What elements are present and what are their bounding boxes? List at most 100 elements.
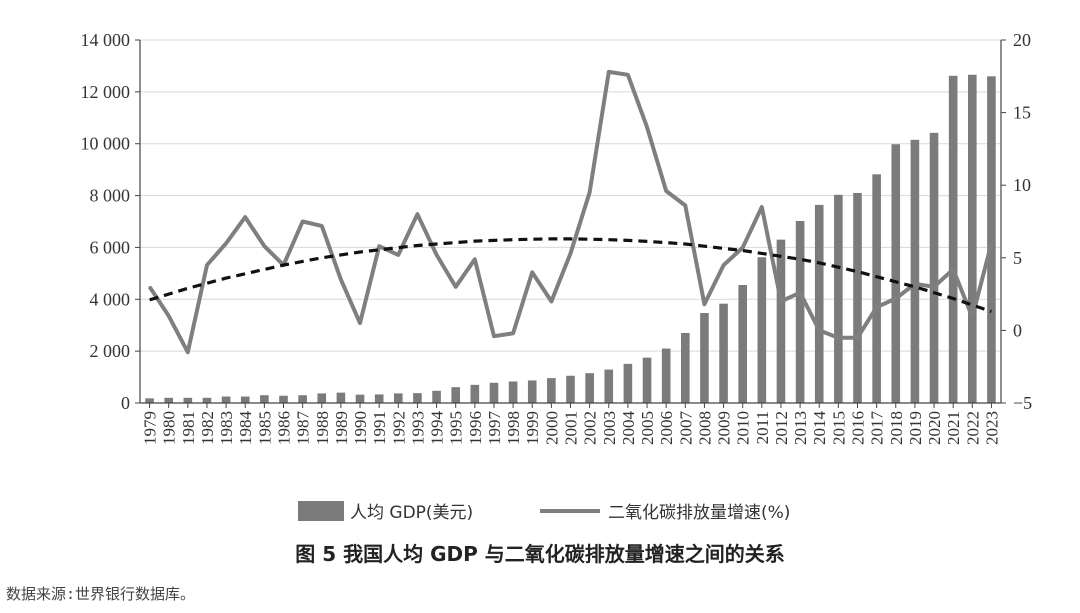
x-axis-ticks: 1979 1980 1981 1982 1983 1984 1985 1986 1987 1988… <box>141 403 1001 446</box>
x-tick-label: 2011 <box>753 411 772 444</box>
x-tick-label: 1985 <box>255 411 274 445</box>
x-tick-label: 2002 <box>581 411 600 445</box>
co2-growth-point <box>933 286 935 288</box>
x-tick-label: 1987 <box>294 411 313 446</box>
co2-growth-point <box>359 322 361 324</box>
co2-growth-point <box>952 268 954 271</box>
gdp-bar <box>298 395 307 403</box>
x-tick-label: 1992 <box>389 411 408 445</box>
gdp-bar <box>527 380 537 403</box>
gdp-bar <box>776 239 786 403</box>
co2-growth-point <box>263 245 266 247</box>
right-tick-label: 5 <box>1013 248 1022 268</box>
gdp-bar <box>642 357 652 403</box>
x-tick-label: 2010 <box>734 411 753 445</box>
gdp-bars <box>145 74 996 404</box>
co2-growth-point <box>741 246 744 249</box>
co2-growth-point <box>837 336 840 339</box>
x-tick-label: 2003 <box>600 411 619 445</box>
x-tick-label: 1982 <box>198 411 217 445</box>
gdp-bar <box>547 378 556 403</box>
gdp-bar <box>260 395 269 403</box>
x-tick-label: 1989 <box>332 411 351 445</box>
right-tick-label: 20 <box>1013 30 1031 50</box>
x-tick-label: 1998 <box>504 411 523 445</box>
co2-growth-point <box>990 242 993 245</box>
x-tick-label: 1981 <box>179 411 198 445</box>
legend-label-co2: 二氧化碳排放量增速(%) <box>608 503 790 523</box>
left-tick-label: 12 000 <box>81 82 131 102</box>
co2-growth-point <box>301 220 304 223</box>
x-tick-label: 1999 <box>523 411 542 445</box>
gridlines <box>140 39 1001 352</box>
x-tick-label: 2023 <box>982 411 1001 445</box>
x-tick-label: 2020 <box>925 411 944 445</box>
co2-growth-point <box>378 245 380 247</box>
x-tick-label: 1980 <box>160 411 179 445</box>
co2-growth-point <box>646 126 648 128</box>
gdp-bar <box>814 204 824 403</box>
x-tick-label: 1986 <box>275 411 294 445</box>
gdp-bar <box>508 381 518 403</box>
x-tick-label: 2014 <box>810 411 829 446</box>
x-tick-label: 1984 <box>236 411 255 446</box>
co2-growth-point <box>569 252 572 255</box>
x-tick-label: 2004 <box>619 411 638 446</box>
co2-growth-point <box>187 351 189 353</box>
x-tick-label: 1997 <box>485 411 504 446</box>
right-tick-label: 0 <box>1013 320 1022 340</box>
legend-swatch-gdp <box>298 501 344 521</box>
gdp-bar <box>470 384 480 403</box>
left-tick-label: 8 000 <box>90 186 131 206</box>
co2-growth-point <box>474 258 476 261</box>
co2-growth-point <box>225 242 227 245</box>
x-tick-label: 2009 <box>715 411 734 445</box>
gdp-bar <box>221 396 231 403</box>
co2-growth-point <box>703 303 706 306</box>
co2-growth-point <box>454 286 457 288</box>
gdp-bar <box>967 74 977 403</box>
x-tick-label: 2018 <box>887 411 906 445</box>
gdp-bar <box>853 192 862 403</box>
co2-growth-point <box>914 283 916 285</box>
co2-growth-point <box>799 291 801 294</box>
gdp-bar <box>489 382 499 403</box>
co2-growth-point <box>894 297 897 300</box>
gdp-bar <box>661 348 671 403</box>
x-tick-label: 1994 <box>428 411 447 446</box>
gdp-bar <box>164 397 174 403</box>
co2-growth-point <box>435 254 438 256</box>
gdp-bar <box>566 375 575 403</box>
line-series <box>147 69 994 355</box>
gdp-bar <box>355 394 365 403</box>
x-tick-label: 2008 <box>695 411 714 445</box>
co2-growth-point <box>206 264 208 266</box>
co2-growth-point <box>665 190 667 192</box>
co2-growth-point <box>971 316 974 319</box>
x-tick-label: 1988 <box>313 411 332 445</box>
gdp-bar <box>585 373 594 403</box>
left-tick-label: 2 000 <box>90 341 131 361</box>
co2-growth-point <box>340 278 342 281</box>
co2-growth-point <box>627 74 629 76</box>
left-tick-label: 0 <box>121 393 130 413</box>
x-tick-label: 2022 <box>963 411 982 445</box>
co2-growth-point <box>148 286 151 288</box>
co2-growth-point <box>607 71 610 73</box>
x-tick-label: 1983 <box>217 411 236 445</box>
gdp-bar <box>317 393 327 403</box>
gdp-bar <box>374 394 384 403</box>
left-tick-label: 4 000 <box>90 289 131 309</box>
gdp-bar <box>145 398 154 403</box>
gdp-bar <box>202 397 212 403</box>
co2-trend-line <box>149 237 992 314</box>
x-tick-label: 1995 <box>447 411 466 445</box>
co2-growth-point <box>761 206 763 208</box>
x-tick-label: 1979 <box>141 411 160 445</box>
gdp-bar <box>872 174 881 403</box>
x-tick-label: 2006 <box>657 411 676 445</box>
x-tick-label: 1993 <box>408 411 427 445</box>
gdp-bar <box>336 392 346 403</box>
gdp-bar <box>795 220 805 403</box>
